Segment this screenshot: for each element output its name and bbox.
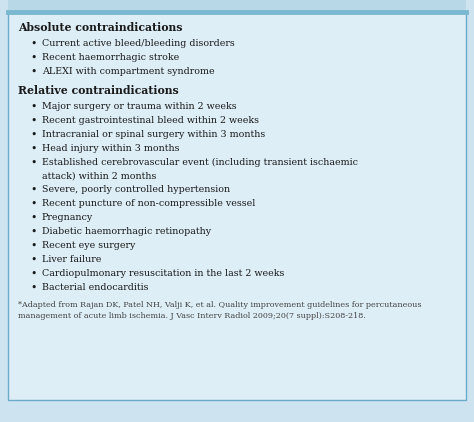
Text: Absolute contraindications: Absolute contraindications bbox=[18, 22, 182, 33]
Text: Cardiopulmonary resuscitation in the last 2 weeks: Cardiopulmonary resuscitation in the las… bbox=[42, 269, 284, 278]
Text: •: • bbox=[30, 67, 36, 77]
Text: •: • bbox=[30, 116, 36, 126]
Text: Head injury within 3 months: Head injury within 3 months bbox=[42, 144, 180, 153]
Text: Established cerebrovascular event (including transient ischaemic: Established cerebrovascular event (inclu… bbox=[42, 158, 358, 167]
Text: Severe, poorly controlled hypertension: Severe, poorly controlled hypertension bbox=[42, 185, 230, 194]
Text: ALEXI with compartment syndrome: ALEXI with compartment syndrome bbox=[42, 67, 215, 76]
Text: •: • bbox=[30, 255, 36, 265]
Text: •: • bbox=[30, 283, 36, 293]
Text: Relative contraindications: Relative contraindications bbox=[18, 85, 179, 96]
Text: •: • bbox=[30, 185, 36, 195]
Text: Recent haemorrhagic stroke: Recent haemorrhagic stroke bbox=[42, 53, 179, 62]
Text: •: • bbox=[30, 241, 36, 251]
Text: •: • bbox=[30, 102, 36, 112]
Text: Recent eye surgery: Recent eye surgery bbox=[42, 241, 136, 250]
Text: •: • bbox=[30, 39, 36, 49]
Text: Pregnancy: Pregnancy bbox=[42, 213, 93, 222]
Text: •: • bbox=[30, 144, 36, 154]
Text: •: • bbox=[30, 199, 36, 209]
Text: •: • bbox=[30, 227, 36, 237]
Text: •: • bbox=[30, 213, 36, 223]
Bar bbox=[8, 0, 466, 12]
Text: Bacterial endocarditis: Bacterial endocarditis bbox=[42, 283, 148, 292]
FancyBboxPatch shape bbox=[8, 12, 466, 400]
Text: •: • bbox=[30, 130, 36, 140]
Text: management of acute limb ischemia. J Vasc Interv Radiol 2009;20(7 suppl):S208-21: management of acute limb ischemia. J Vas… bbox=[18, 312, 366, 320]
Text: attack) within 2 months: attack) within 2 months bbox=[42, 172, 156, 181]
Text: Recent gastrointestinal bleed within 2 weeks: Recent gastrointestinal bleed within 2 w… bbox=[42, 116, 259, 125]
Text: *Adapted from Rajan DK, Patel NH, Valji K, et al. Quality improvement guidelines: *Adapted from Rajan DK, Patel NH, Valji … bbox=[18, 301, 421, 309]
Text: Intracranial or spinal surgery within 3 months: Intracranial or spinal surgery within 3 … bbox=[42, 130, 265, 139]
Text: Current active bleed/bleeding disorders: Current active bleed/bleeding disorders bbox=[42, 39, 235, 48]
Text: •: • bbox=[30, 269, 36, 279]
Text: Major surgery or trauma within 2 weeks: Major surgery or trauma within 2 weeks bbox=[42, 102, 237, 111]
Text: Diabetic haemorrhagic retinopathy: Diabetic haemorrhagic retinopathy bbox=[42, 227, 211, 236]
Text: •: • bbox=[30, 158, 36, 168]
Text: •: • bbox=[30, 53, 36, 63]
Text: Liver failure: Liver failure bbox=[42, 255, 101, 264]
Text: Recent puncture of non-compressible vessel: Recent puncture of non-compressible vess… bbox=[42, 199, 255, 208]
